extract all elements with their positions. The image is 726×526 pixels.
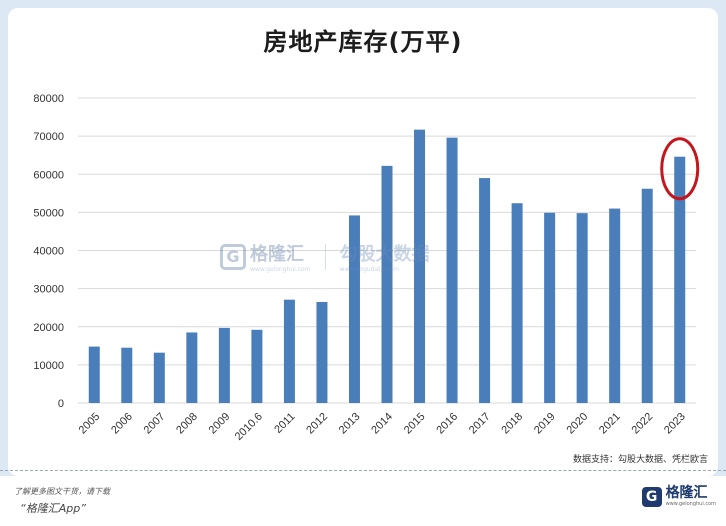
footer-divider bbox=[0, 470, 726, 471]
promo-app-name[interactable]: “格隆汇App” bbox=[20, 502, 86, 515]
x-tick-label: 2022 bbox=[630, 411, 656, 437]
x-tick-label: 2021 bbox=[597, 411, 623, 437]
x-tick-label: 2008 bbox=[174, 411, 200, 437]
y-tick-label: 10000 bbox=[33, 360, 64, 372]
bar-2009 bbox=[218, 327, 230, 403]
x-axis-ticks: 2005 2006 2007 2008 2009 2010.6 2011 2012 2013 20… bbox=[77, 411, 688, 443]
bar-2005 bbox=[88, 346, 100, 403]
bar-2012 bbox=[316, 301, 328, 403]
footer: 了解更多图文干货，请下载 “格隆汇App” G 格隆汇 www.gelonghu… bbox=[0, 476, 726, 526]
bar-2013 bbox=[348, 215, 360, 403]
bar-2023 bbox=[674, 156, 686, 403]
x-tick-label: 2018 bbox=[499, 411, 525, 437]
x-tick-label: 2005 bbox=[77, 411, 103, 437]
y-tick-label: 70000 bbox=[33, 131, 64, 143]
source-note: 数据支持：勾股大数据、凭栏欧言 bbox=[572, 455, 708, 465]
footer-logo[interactable]: G 格隆汇 www.gelonghui.com bbox=[641, 485, 716, 507]
x-tick-label: 2009 bbox=[207, 411, 233, 437]
bar-2008 bbox=[186, 332, 198, 403]
y-tick-label: 30000 bbox=[33, 284, 64, 296]
x-tick-label: 2014 bbox=[369, 411, 395, 437]
bar-2019 bbox=[544, 212, 556, 403]
chart-title: 房地产库存(万平) bbox=[263, 28, 463, 56]
logo-url: www.gelonghui.com bbox=[665, 501, 716, 507]
bar-2010.6 bbox=[251, 329, 263, 403]
bar-2016 bbox=[446, 137, 458, 403]
x-tick-label: 2019 bbox=[532, 411, 558, 437]
bar-2011 bbox=[283, 299, 295, 403]
bar-2018 bbox=[511, 203, 523, 403]
highlight-circle bbox=[660, 137, 700, 201]
x-tick-label: 2020 bbox=[564, 411, 590, 437]
bars bbox=[88, 129, 686, 404]
bar-2017 bbox=[479, 178, 491, 403]
y-tick-label: 80000 bbox=[33, 93, 64, 105]
x-tick-label: 2016 bbox=[434, 411, 460, 437]
bar-2014 bbox=[381, 165, 393, 403]
x-tick-label: 2013 bbox=[337, 411, 363, 437]
y-tick-label: 0 bbox=[58, 398, 64, 410]
logo-icon: G bbox=[641, 486, 662, 507]
x-tick-label: 2007 bbox=[142, 411, 168, 437]
promo-text: 了解更多图文干货，请下载 bbox=[14, 487, 110, 496]
bar-2022 bbox=[641, 188, 653, 403]
x-tick-label: 2015 bbox=[402, 411, 428, 437]
y-tick-label: 20000 bbox=[33, 322, 64, 334]
x-tick-label: 2023 bbox=[662, 411, 688, 437]
x-tick-label: 2012 bbox=[304, 411, 330, 437]
bar-2020 bbox=[576, 213, 588, 403]
bar-2007 bbox=[153, 352, 165, 403]
bar-2015 bbox=[414, 129, 426, 404]
x-tick-label: 2006 bbox=[109, 411, 135, 437]
logo-name: 格隆汇 bbox=[665, 485, 708, 501]
highlight-marker bbox=[660, 137, 700, 201]
y-axis-ticks: 0 10000 20000 30000 40000 50000 60000 70000 8000… bbox=[33, 93, 64, 410]
x-tick-label: 2010.6 bbox=[233, 411, 265, 443]
bar-2006 bbox=[121, 347, 133, 403]
y-tick-label: 60000 bbox=[33, 169, 64, 181]
x-tick-label: 2011 bbox=[272, 411, 297, 436]
bar-2021 bbox=[609, 208, 621, 403]
y-tick-label: 40000 bbox=[33, 246, 64, 258]
x-tick-label: 2017 bbox=[467, 411, 493, 437]
y-tick-label: 50000 bbox=[33, 207, 64, 219]
